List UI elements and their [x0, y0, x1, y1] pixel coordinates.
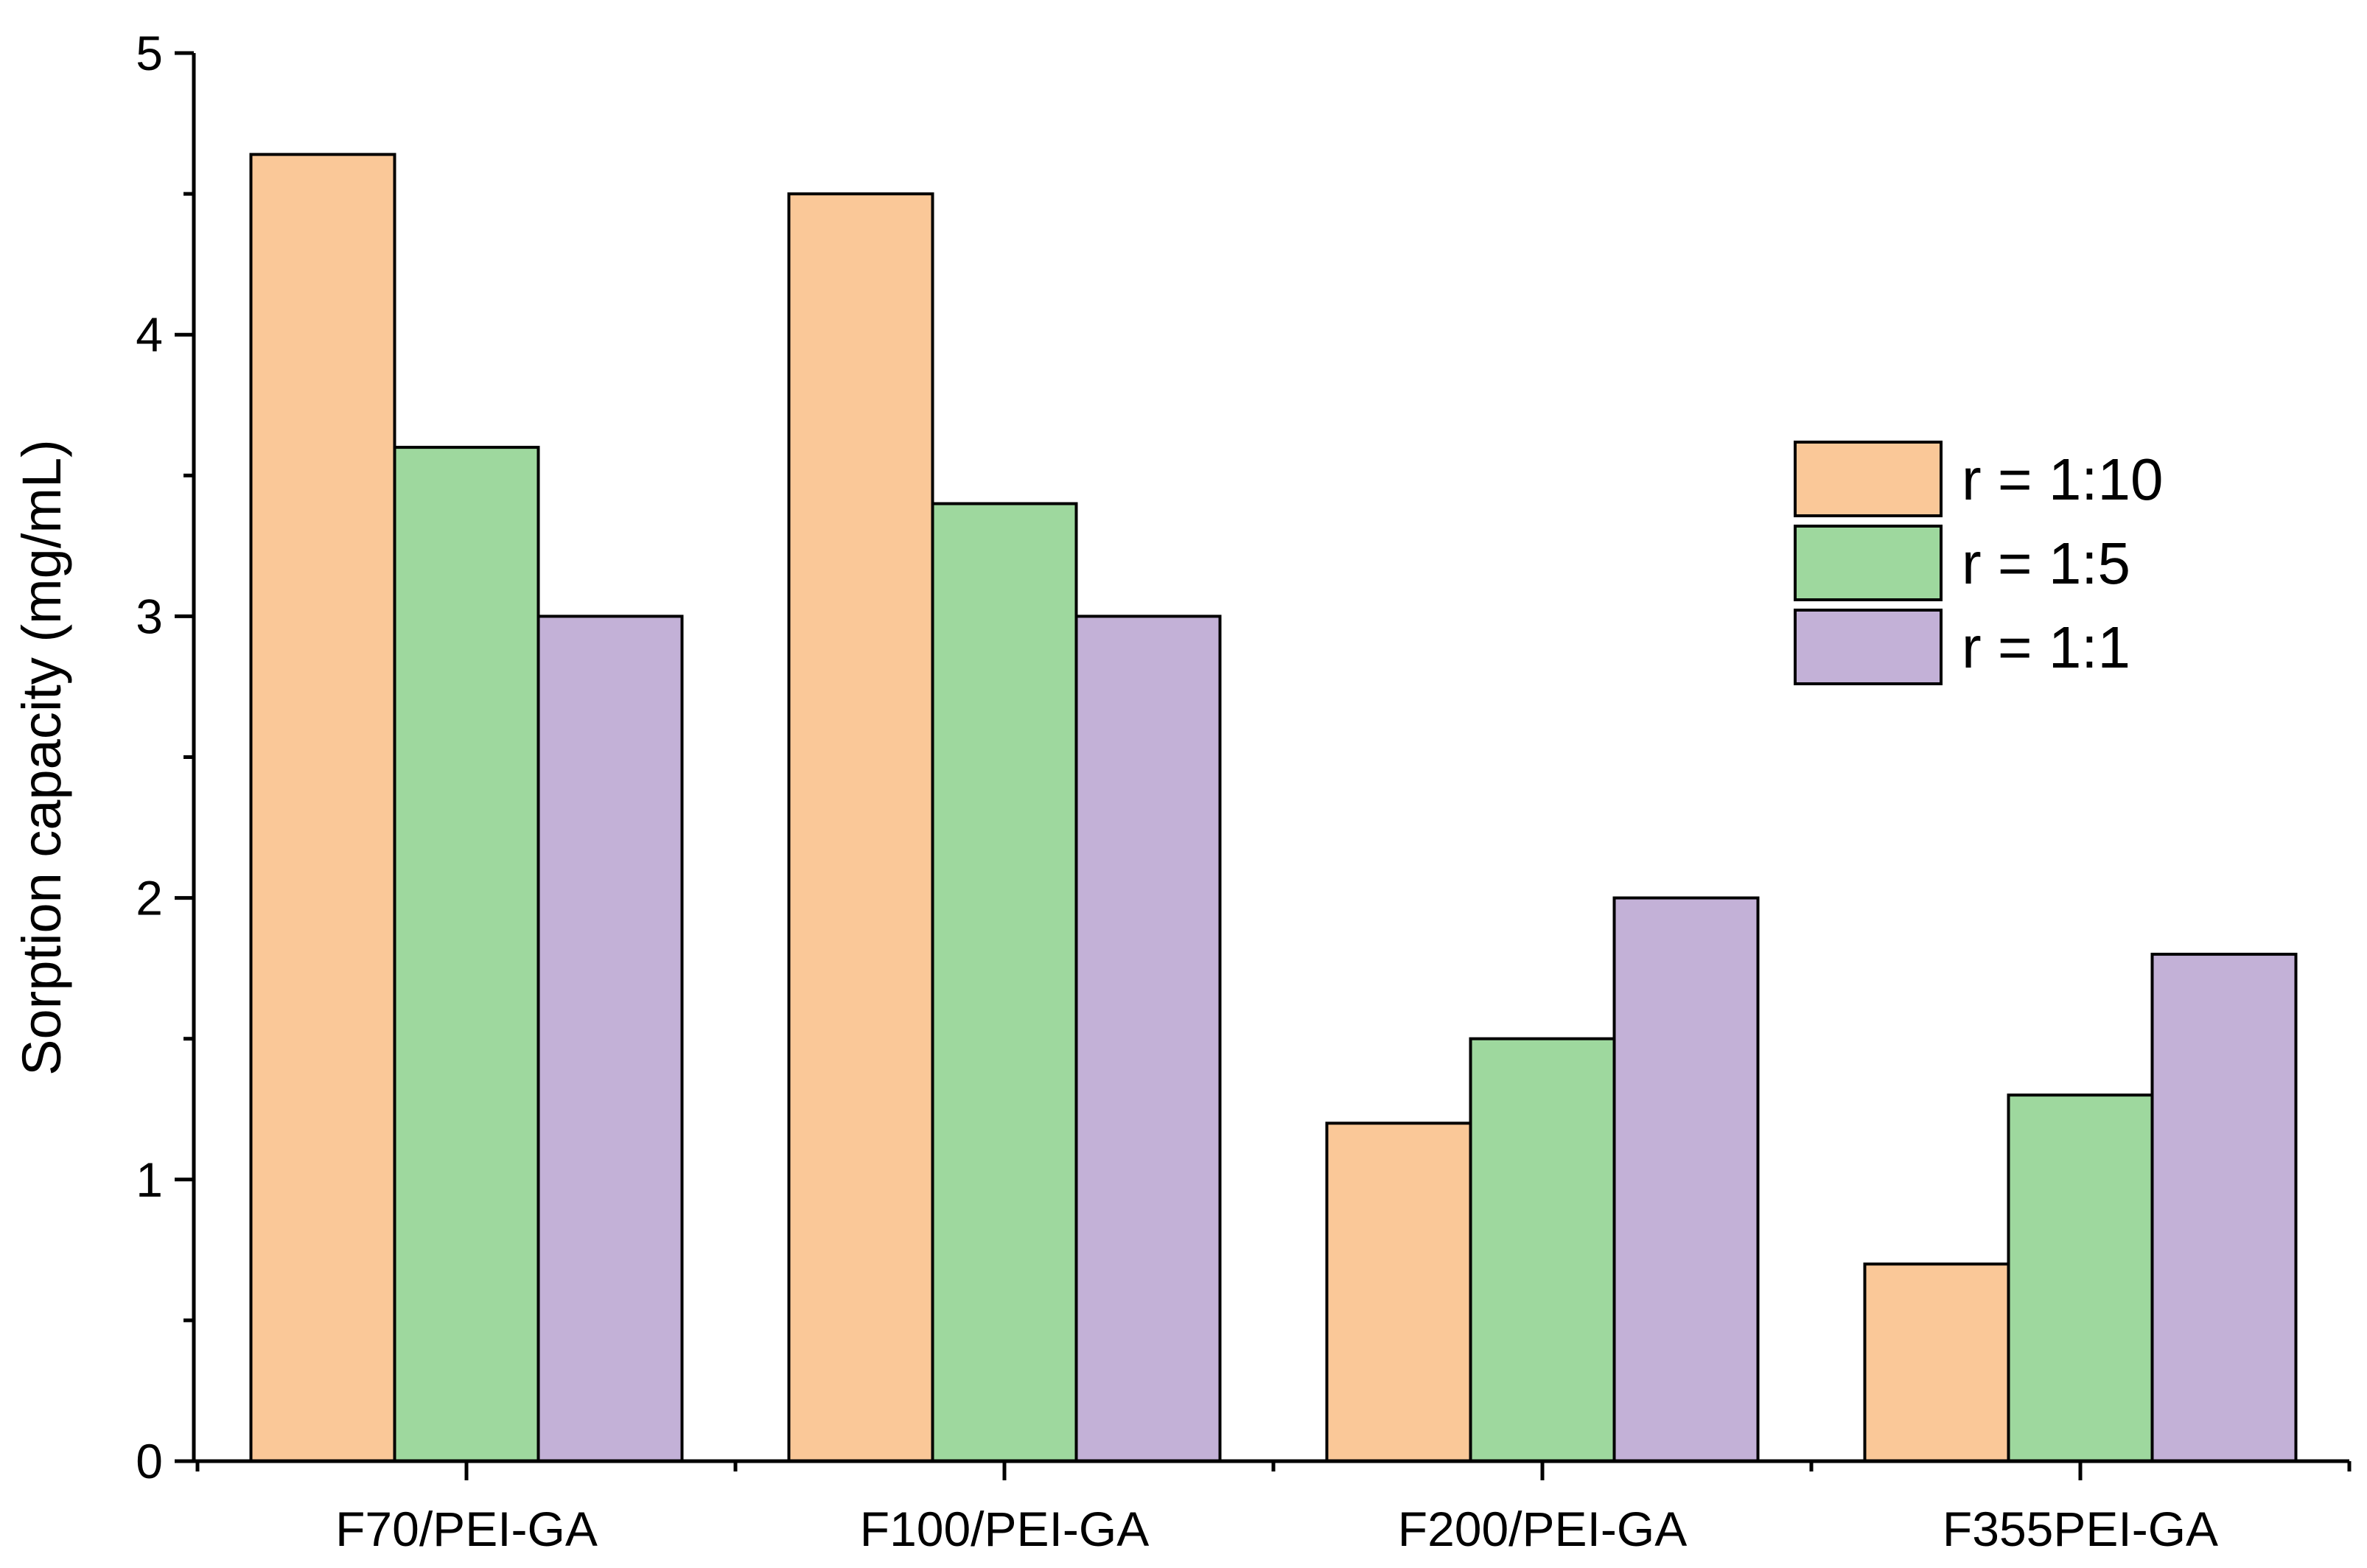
y-tick-label: 0 [136, 1434, 163, 1488]
x-tick-label: F355PEI-GA [1943, 1502, 2218, 1556]
y-tick-label: 1 [136, 1152, 163, 1207]
bar-4-series-3 [2150, 953, 2298, 1463]
legend-swatch-1 [1794, 441, 1943, 517]
x-tick-label: F100/PEI-GA [860, 1502, 1150, 1556]
bar-4-series-1 [1863, 1262, 2010, 1463]
legend-swatch-2 [1794, 525, 1943, 601]
bars-layer [249, 153, 2298, 1463]
bar-4-series-2 [2007, 1093, 2154, 1463]
y-tick-label: 2 [136, 871, 163, 925]
y-tick-label: 4 [136, 307, 163, 362]
bar-1-series-3 [536, 615, 684, 1463]
bar-2-series-1 [787, 192, 934, 1463]
legend: r = 1:10 r = 1:5 r = 1:1 [1794, 441, 2164, 685]
y-tick-label: 3 [136, 589, 163, 643]
legend-label-1: r = 1:10 [1962, 447, 2164, 512]
x-tick-label: F70/PEI-GA [335, 1502, 598, 1556]
legend-swatch-3 [1794, 609, 1943, 685]
y-axis-title: Sorption capacity (mg/mL) [11, 439, 72, 1076]
legend-label-2: r = 1:5 [1962, 531, 2130, 596]
bar-3-series-3 [1612, 896, 1760, 1463]
ticks-layer: 0 1 2 3 4 5 F70/PEI-GA F100/PEI-GA F200/PEI-GA F3… [136, 26, 2352, 1556]
y-tick-label: 5 [136, 26, 163, 80]
bar-3-series-2 [1469, 1037, 1616, 1463]
bar-2-series-3 [1074, 615, 1222, 1463]
bar-1-series-1 [249, 153, 396, 1463]
bar-2-series-2 [931, 502, 1078, 1463]
legend-label-3: r = 1:1 [1962, 615, 2130, 680]
bar-3-series-1 [1325, 1121, 1472, 1463]
bar-1-series-2 [393, 446, 540, 1463]
x-tick-label: F200/PEI-GA [1398, 1502, 1688, 1556]
